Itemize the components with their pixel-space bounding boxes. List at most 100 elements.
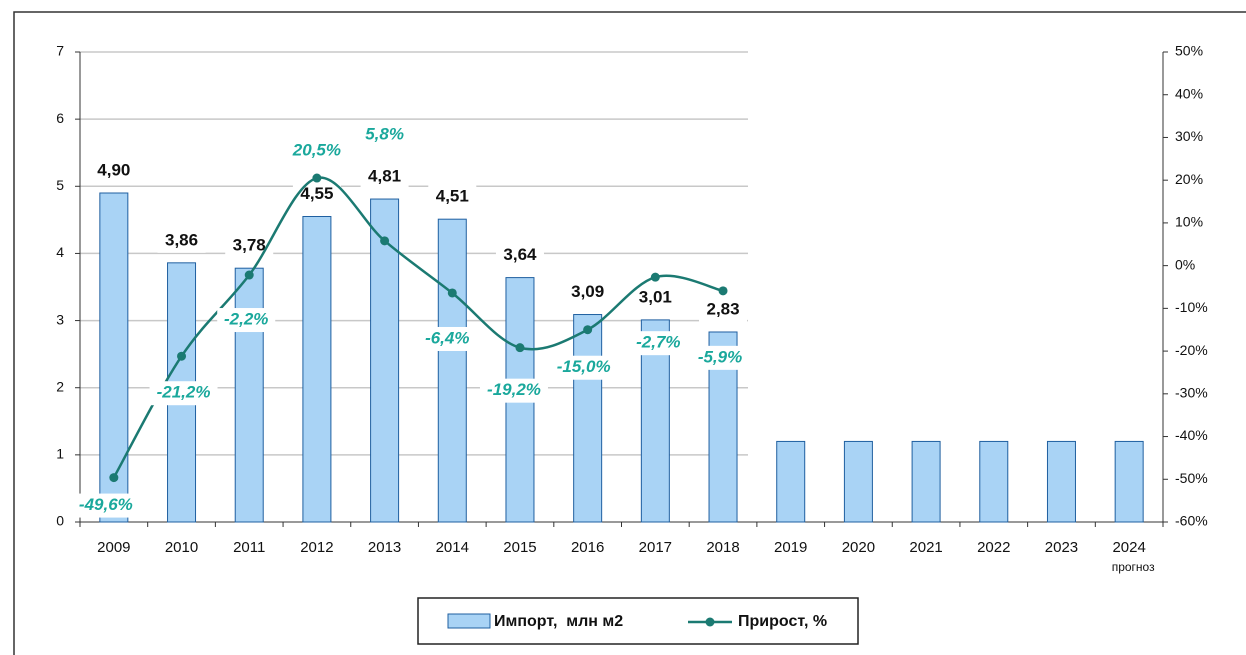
data-label: 4,90: [97, 160, 130, 179]
bar: [1046, 440, 1076, 523]
y-tick-label: 5: [56, 177, 64, 193]
x-tick-label: 2011: [233, 539, 265, 556]
x-tick-label: 2015: [503, 539, 536, 556]
growth-point: [380, 236, 390, 246]
bar: [370, 198, 400, 523]
y-tick-label: 6: [56, 110, 64, 126]
legend-marker: [705, 617, 715, 627]
label-bg: [360, 165, 409, 190]
data-label: -6,4%: [425, 328, 469, 347]
label-bg: [71, 493, 140, 518]
x-tick-label: 2020: [842, 539, 875, 556]
label-bg: [631, 285, 680, 310]
x-tick-label: 2016: [571, 539, 604, 556]
label-bg: [563, 280, 612, 305]
growth-point: [583, 325, 593, 335]
x-tick-label: 2012: [300, 539, 333, 556]
data-label: 4,51: [436, 187, 469, 206]
label-bg: [157, 228, 206, 253]
bar: [99, 192, 129, 523]
y-tick-label: 7: [56, 43, 64, 59]
x-tick-label: 2018: [706, 539, 739, 556]
y2-tick-label: -50%: [1175, 470, 1208, 486]
y2-tick-label: -40%: [1175, 427, 1208, 443]
label-bg: [287, 139, 346, 164]
data-label: 3,01: [639, 287, 672, 306]
data-label: 4,81: [368, 167, 401, 186]
label-bg: [428, 185, 477, 210]
data-label: -5,9%: [698, 347, 742, 366]
data-label: 5,8%: [365, 124, 404, 143]
x-tick-label: 2013: [368, 539, 401, 556]
growth-point: [515, 343, 525, 353]
x-tick-label: 2023: [1045, 539, 1078, 556]
y2-tick-label: 20%: [1175, 171, 1203, 187]
y2-tick-label: -20%: [1175, 342, 1208, 358]
data-label: 3,64: [503, 245, 537, 264]
x-tick-label: 2010: [165, 539, 198, 556]
x-tick-label: 2021: [909, 539, 942, 556]
growth-point: [447, 288, 457, 298]
data-label: -21,2%: [157, 383, 211, 402]
bar: [776, 440, 806, 523]
label-bg: [549, 355, 618, 380]
bar: [843, 440, 873, 523]
y2-tick-label: 50%: [1175, 43, 1203, 59]
data-label: 4,55: [300, 184, 333, 203]
data-label: -2,2%: [224, 310, 268, 329]
data-label: 2,83: [706, 299, 739, 318]
data-label: -2,7%: [636, 333, 680, 352]
growth-point: [109, 473, 119, 483]
y-tick-label: 0: [56, 513, 64, 529]
y-tick-label: 4: [56, 244, 64, 260]
label-bg: [89, 159, 138, 183]
bar: [979, 440, 1009, 523]
label-bg: [629, 331, 688, 356]
bar: [437, 218, 467, 523]
frame: [13, 11, 1246, 655]
data-label: -15,0%: [557, 357, 611, 376]
y-tick-label: 3: [56, 311, 64, 327]
growth-point: [650, 272, 660, 282]
x-tick-label: 2017: [639, 539, 672, 556]
y2-tick-label: -30%: [1175, 385, 1208, 401]
data-label: 3,86: [165, 230, 198, 249]
data-label: -19,2%: [487, 380, 541, 399]
y2-tick-label: 30%: [1175, 128, 1203, 144]
bar: [573, 314, 603, 523]
y2-tick-label: 10%: [1175, 214, 1203, 230]
data-label: 3,78: [233, 236, 266, 255]
growth-point: [718, 286, 728, 296]
y2-tick-label: -60%: [1175, 513, 1208, 529]
legend-label: Импорт, млн м2: [494, 613, 623, 630]
y2-tick-label: -10%: [1175, 299, 1208, 315]
x-tick-label: 2022: [977, 539, 1010, 556]
label-bg: [479, 378, 548, 403]
x-tick-label: 2014: [436, 539, 469, 556]
label-bg: [225, 234, 274, 259]
x-tick-label: 2009: [97, 539, 130, 556]
y2-tick-label: 0%: [1175, 256, 1195, 272]
growth-point: [244, 270, 254, 280]
data-label: 3,09: [571, 282, 604, 301]
x-tick-label: 2019: [774, 539, 807, 556]
bar: [234, 267, 264, 523]
label-bg: [292, 182, 341, 207]
y-tick-label: 1: [56, 446, 64, 462]
data-label: -49,6%: [79, 495, 133, 514]
label-bg: [149, 381, 218, 406]
label-bg: [418, 326, 477, 351]
label-bg: [360, 122, 409, 147]
growth-line: [112, 176, 724, 479]
legend-label: Прирост, %: [738, 613, 827, 630]
label-bg: [691, 345, 750, 370]
bar: [302, 216, 332, 523]
data-label: 20,5%: [292, 141, 341, 160]
legend-box: [417, 597, 859, 645]
x-tick-label: 2024: [1112, 539, 1145, 556]
bar: [1114, 440, 1144, 523]
annotation: прогноз: [1112, 560, 1155, 574]
label-bg: [217, 308, 276, 333]
growth-point: [312, 173, 322, 183]
